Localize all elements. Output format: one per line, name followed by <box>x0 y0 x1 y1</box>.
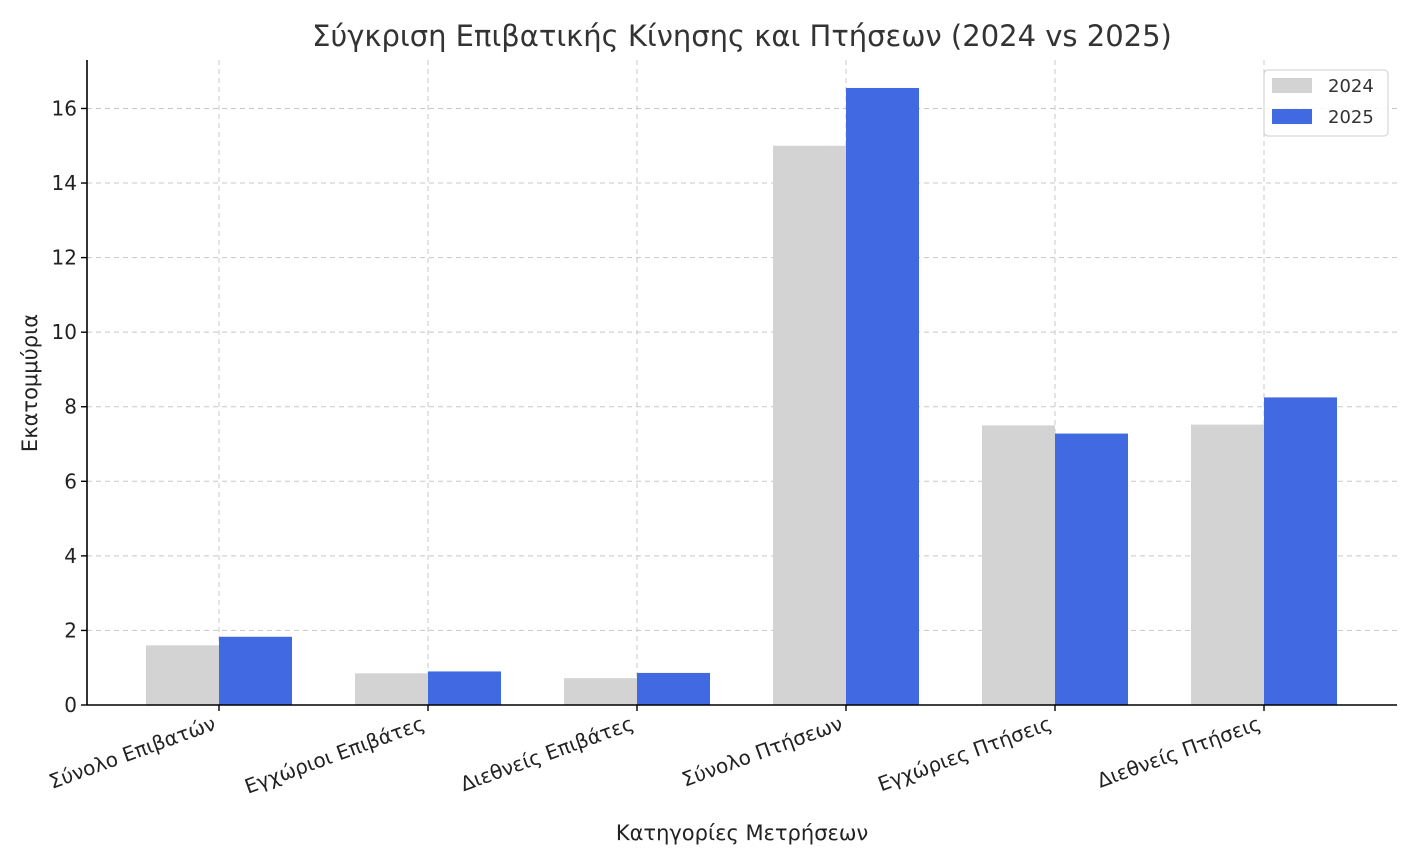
legend: 2024 2025 <box>1263 69 1389 137</box>
bars <box>146 87 1337 706</box>
bar-2025-5 <box>1055 433 1128 705</box>
axes <box>86 60 1397 706</box>
legend-swatch-2025 <box>1272 109 1312 124</box>
bar-2024-3 <box>564 678 637 705</box>
y-tick-label: 16 <box>52 96 77 120</box>
y-tick-label: 4 <box>64 544 77 568</box>
y-axis-label: Εκατομμύρια <box>18 314 42 452</box>
bar-2025-2 <box>428 671 501 705</box>
chart-title: Σύγκριση Επιβατικής Κίνησης και Πτήσεων … <box>312 19 1172 53</box>
bar-2025-1 <box>219 636 292 705</box>
legend-label-2025: 2025 <box>1328 107 1374 128</box>
x-axis-ticks: Σύνολο Επιβατών Εγχώριοι Επιβάτες Διεθνείς… <box>46 705 1265 799</box>
y-tick-label: 8 <box>64 395 77 419</box>
legend-label-2024: 2024 <box>1328 76 1374 97</box>
grid-lines <box>87 60 1397 706</box>
x-tick-label: Σύνολο Επιβατών <box>46 711 219 794</box>
bar-2025-4 <box>846 87 919 706</box>
y-tick-label: 12 <box>52 246 77 270</box>
bar-2024-2 <box>355 673 428 705</box>
x-tick-label: Διεθνείς Επιβάτες <box>457 711 637 796</box>
y-axis-ticks: 0 2 4 6 8 10 12 14 16 <box>52 96 87 717</box>
bar-2024-4 <box>773 145 846 705</box>
x-axis-label: Κατηγορίες Μετρήσεων <box>616 821 868 845</box>
y-tick-label: 10 <box>52 320 77 344</box>
bar-2024-5 <box>982 425 1055 705</box>
bar-2025-3 <box>637 672 710 705</box>
x-tick-label: Διεθνείς Πτήσεις <box>1094 711 1264 792</box>
legend-swatch-2024 <box>1272 78 1312 93</box>
bar-2024-6 <box>1191 424 1264 705</box>
y-tick-label: 6 <box>64 469 77 493</box>
x-tick-label: Εγχώριες Πτήσεις <box>875 711 1055 796</box>
bar-2025-6 <box>1264 397 1337 705</box>
y-tick-label: 2 <box>64 618 77 642</box>
y-tick-label: 14 <box>52 171 77 195</box>
y-tick-label: 0 <box>64 693 77 717</box>
x-tick-label: Εγχώριοι Επιβάτες <box>241 711 427 798</box>
bar-2024-1 <box>146 645 219 705</box>
x-tick-label: Σύνολο Πτήσεων <box>678 711 845 791</box>
